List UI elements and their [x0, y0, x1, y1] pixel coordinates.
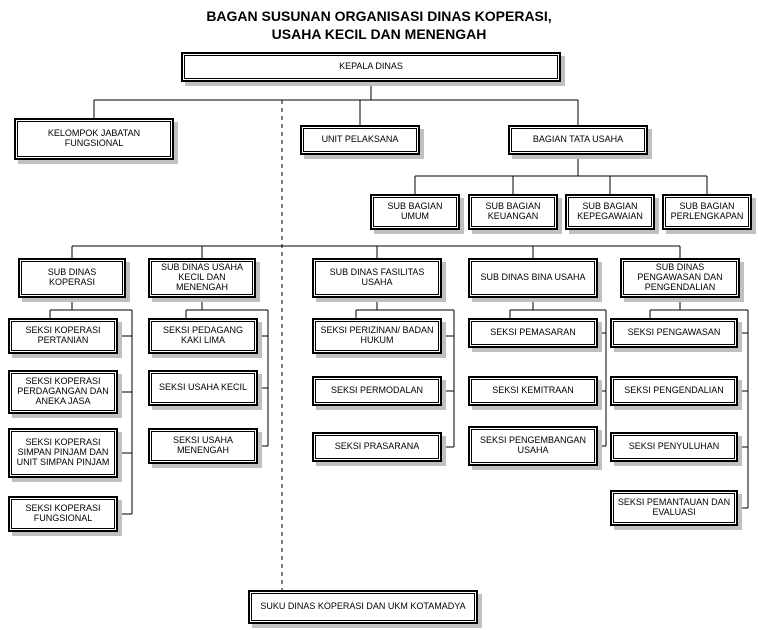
node-sub_perl: SUB BAGIAN PERLENGKAPAN — [662, 194, 756, 234]
node-kop_a4: SEKSI KOPERASI FUNGSIONAL — [8, 496, 122, 536]
node-sd_kop: SUB DINAS KOPERASI — [18, 258, 130, 302]
node-label: SEKSI PERMODALAN — [312, 376, 442, 406]
node-sub_kep: SUB BAGIAN KEPEGAWAIAN — [565, 194, 659, 234]
node-kepala: KEPALA DINAS — [181, 52, 565, 86]
node-label: SEKSI PENYULUHAN — [610, 432, 738, 462]
node-label: KEPALA DINAS — [181, 52, 561, 82]
node-label: SUB BAGIAN KEUANGAN — [468, 194, 558, 230]
node-sd_fas: SUB DINAS FASILITAS USAHA — [312, 258, 446, 302]
node-label: SUKU DINAS KOPERASI DAN UKM KOTAMADYA — [248, 590, 478, 624]
node-pen_e2: SEKSI PENGENDALIAN — [610, 376, 742, 410]
node-label: BAGIAN TATA USAHA — [508, 125, 648, 155]
node-sd_bina: SUB DINAS BINA USAHA — [468, 258, 602, 302]
node-label: SEKSI KEMITRAAN — [468, 376, 598, 406]
node-label: SEKSI PEMANTAUAN DAN EVALUASI — [610, 490, 738, 526]
node-bagian: BAGIAN TATA USAHA — [508, 125, 652, 159]
node-fas_c2: SEKSI PERMODALAN — [312, 376, 446, 410]
node-ukm_b1: SEKSI PEDAGANG KAKI LIMA — [148, 318, 262, 358]
node-label: SUB DINAS PENGAWASAN DAN PENGENDALIAN — [620, 258, 740, 298]
node-label: SUB BAGIAN PERLENGKAPAN — [662, 194, 752, 230]
node-ukm_b3: SEKSI USAHA MENENGAH — [148, 428, 262, 468]
node-label: SUB BAGIAN UMUM — [370, 194, 460, 230]
node-label: SEKSI PEDAGANG KAKI LIMA — [148, 318, 258, 354]
node-label: SEKSI KOPERASI PERTANIAN — [8, 318, 118, 354]
node-label: SEKSI KOPERASI PERDAGANGAN DAN ANEKA JAS… — [8, 370, 118, 414]
node-label: SUB DINAS USAHA KECIL DAN MENENGAH — [148, 258, 256, 298]
node-fas_c1: SEKSI PERIZINAN/ BADAN HUKUM — [312, 318, 446, 358]
org-chart: BAGAN SUSUNAN ORGANISASI DINAS KOPERASI,… — [0, 0, 758, 630]
node-label: UNIT PELAKSANA — [300, 125, 420, 155]
node-label: SEKSI KOPERASI FUNGSIONAL — [8, 496, 118, 532]
node-pen_e4: SEKSI PEMANTAUAN DAN EVALUASI — [610, 490, 742, 530]
node-sd_peng: SUB DINAS PENGAWASAN DAN PENGENDALIAN — [620, 258, 744, 302]
node-label: SEKSI PENGEMBANGAN USAHA — [468, 426, 598, 466]
node-label: KELOMPOK JABATAN FUNGSIONAL — [14, 118, 174, 160]
node-pen_e3: SEKSI PENYULUHAN — [610, 432, 742, 466]
node-label: SEKSI USAHA KECIL — [148, 370, 258, 406]
node-kelompok: KELOMPOK JABATAN FUNGSIONAL — [14, 118, 178, 164]
node-sd_ukm: SUB DINAS USAHA KECIL DAN MENENGAH — [148, 258, 260, 302]
node-label: SEKSI PENGENDALIAN — [610, 376, 738, 406]
node-bin_d1: SEKSI PEMASARAN — [468, 318, 602, 352]
node-kop_a1: SEKSI KOPERASI PERTANIAN — [8, 318, 122, 358]
node-suku: SUKU DINAS KOPERASI DAN UKM KOTAMADYA — [248, 590, 482, 628]
node-kop_a2: SEKSI KOPERASI PERDAGANGAN DAN ANEKA JAS… — [8, 370, 122, 418]
node-pen_e1: SEKSI PENGAWASAN — [610, 318, 742, 352]
node-sub_umum: SUB BAGIAN UMUM — [370, 194, 464, 234]
chart-title-line1: BAGAN SUSUNAN ORGANISASI DINAS KOPERASI, — [0, 8, 758, 24]
chart-title-line2: USAHA KECIL DAN MENENGAH — [0, 26, 758, 42]
node-label: SEKSI PRASARANA — [312, 432, 442, 462]
node-label: SUB DINAS KOPERASI — [18, 258, 126, 298]
node-label: SEKSI PERIZINAN/ BADAN HUKUM — [312, 318, 442, 354]
node-fas_c3: SEKSI PRASARANA — [312, 432, 446, 466]
node-label: SEKSI USAHA MENENGAH — [148, 428, 258, 464]
node-sub_keu: SUB BAGIAN KEUANGAN — [468, 194, 562, 234]
node-label: SEKSI KOPERASI SIMPAN PINJAM DAN UNIT SI… — [8, 428, 118, 478]
node-label: SEKSI PEMASARAN — [468, 318, 598, 348]
node-label: SEKSI PENGAWASAN — [610, 318, 738, 348]
node-bin_d2: SEKSI KEMITRAAN — [468, 376, 602, 410]
node-kop_a3: SEKSI KOPERASI SIMPAN PINJAM DAN UNIT SI… — [8, 428, 122, 482]
node-label: SUB DINAS BINA USAHA — [468, 258, 598, 298]
node-bin_d3: SEKSI PENGEMBANGAN USAHA — [468, 426, 602, 470]
node-label: SUB BAGIAN KEPEGAWAIAN — [565, 194, 655, 230]
node-ukm_b2: SEKSI USAHA KECIL — [148, 370, 262, 410]
node-label: SUB DINAS FASILITAS USAHA — [312, 258, 442, 298]
node-unit: UNIT PELAKSANA — [300, 125, 424, 159]
